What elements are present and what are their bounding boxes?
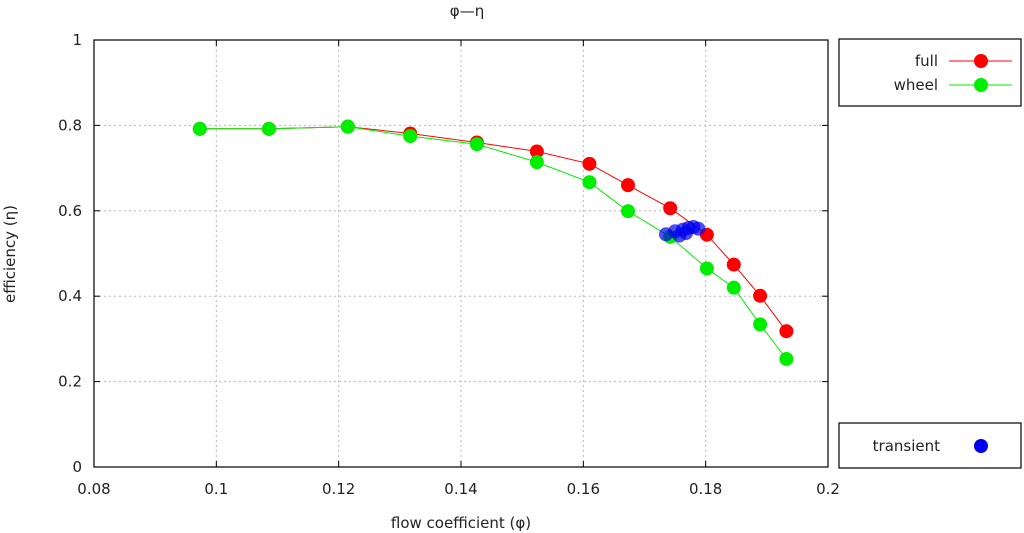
data-point-wheel xyxy=(620,204,635,219)
x-tick-label: 0.1 xyxy=(204,480,228,498)
legend-marker-transient xyxy=(974,439,988,453)
x-tick-label: 0.16 xyxy=(567,480,600,498)
axis-ticks: 0.08 0.1 0.12 0.14 0.16 0.18 0.2 0 0.2 0.4 0.6 0.8 1 xyxy=(58,31,840,498)
series-wheel xyxy=(192,119,794,366)
data-point-transient xyxy=(691,221,706,236)
data-point-full xyxy=(620,178,635,193)
x-tick-label: 0.18 xyxy=(689,480,722,498)
chart-title: φ—η xyxy=(450,2,484,20)
data-point-wheel xyxy=(699,261,714,276)
data-point-full xyxy=(753,288,768,303)
series-layer xyxy=(192,119,794,366)
x-tick-label: 0.12 xyxy=(322,480,355,498)
y-tick-label: 1 xyxy=(72,31,82,49)
data-point-wheel xyxy=(726,280,741,295)
data-point-wheel xyxy=(779,351,794,366)
legend-marker-full xyxy=(974,54,988,68)
legend-label-wheel: wheel xyxy=(894,76,938,94)
data-point-full xyxy=(726,257,741,272)
x-tick-label: 0.2 xyxy=(816,480,840,498)
data-point-wheel xyxy=(582,175,597,190)
legend-marker-wheel xyxy=(974,78,988,92)
data-point-wheel xyxy=(529,155,544,170)
y-axis-title: efficiency (η) xyxy=(1,205,19,303)
legend-label-transient: transient xyxy=(873,437,940,455)
x-axis-title: flow coefficient (φ) xyxy=(391,514,531,532)
legend-bottom-frame xyxy=(838,422,1022,469)
x-tick-label: 0.14 xyxy=(444,480,477,498)
data-point-wheel xyxy=(403,129,418,144)
data-point-full xyxy=(529,144,544,159)
data-point-wheel xyxy=(261,121,276,136)
y-tick-label: 0 xyxy=(72,458,82,476)
y-tick-label: 0.2 xyxy=(58,373,82,391)
legend-bottom: transient xyxy=(838,422,1022,469)
grid xyxy=(94,40,828,467)
data-point-full xyxy=(779,324,794,339)
data-point-wheel xyxy=(469,137,484,152)
legend-top-frame xyxy=(838,38,1022,107)
x-tick-label: 0.08 xyxy=(77,480,110,498)
data-point-wheel xyxy=(753,317,768,332)
data-point-wheel xyxy=(192,121,207,136)
legend-top: full wheel xyxy=(838,38,1022,107)
data-point-full xyxy=(663,201,678,216)
y-tick-label: 0.4 xyxy=(58,287,82,305)
y-tick-label: 0.6 xyxy=(58,202,82,220)
data-point-full xyxy=(582,156,597,171)
legend-label-full: full xyxy=(915,52,938,70)
data-point-wheel xyxy=(340,119,355,134)
data-point-transient xyxy=(672,228,687,243)
series-transient xyxy=(658,220,706,243)
y-tick-label: 0.8 xyxy=(58,116,82,134)
